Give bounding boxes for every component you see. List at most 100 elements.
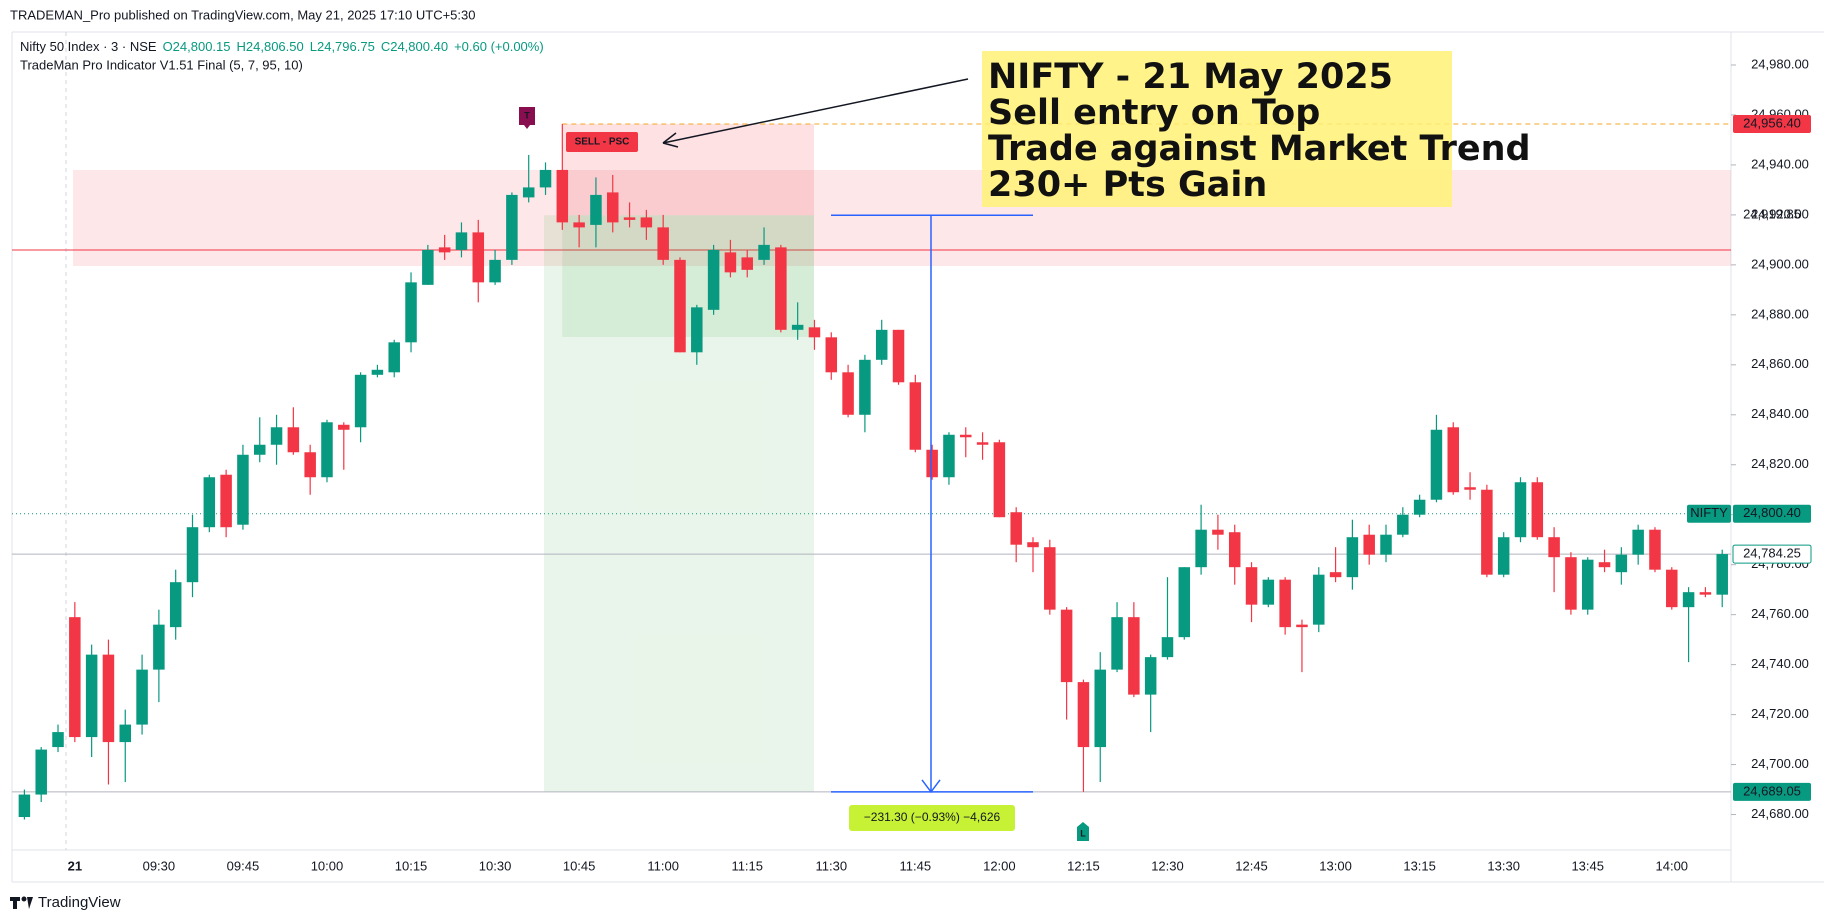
candle-body — [1262, 579, 1275, 605]
candle-body — [371, 369, 384, 375]
candle-body — [1144, 657, 1157, 695]
candle-body — [489, 259, 501, 283]
candle-body — [1464, 487, 1476, 490]
candle-body — [1010, 512, 1022, 545]
candle-body — [590, 194, 602, 225]
y-tick-label: 24,980.00 — [1751, 56, 1809, 71]
price-tag — [1733, 782, 1811, 801]
candle-body — [1296, 624, 1308, 628]
x-tick-label: 11:45 — [900, 858, 932, 873]
candle-body — [472, 232, 485, 283]
candle-body — [1699, 592, 1712, 595]
legend-close: C24,800.40 — [381, 39, 448, 54]
x-tick-label: 12:00 — [983, 858, 1016, 873]
candle-body — [287, 427, 300, 453]
candle-body — [691, 307, 703, 353]
tv-logo — [10, 896, 33, 909]
indicator-name: TradeMan Pro Indicator V1.51 Final (5, 7… — [20, 57, 303, 72]
candle-body — [1313, 574, 1325, 625]
candle-body — [52, 732, 64, 748]
x-tick-label: 13:45 — [1571, 858, 1604, 873]
x-tick-label: 13:00 — [1319, 858, 1352, 873]
candle-body — [1044, 547, 1056, 610]
y-tick-label: 24,880.00 — [1751, 306, 1809, 321]
x-tick-label: 10:15 — [395, 858, 428, 873]
candle-body — [438, 247, 451, 253]
candle-body — [422, 249, 434, 285]
candle-body — [270, 427, 283, 445]
callout-arrow — [662, 78, 969, 144]
candle-body — [825, 337, 838, 373]
candle-body — [1565, 557, 1577, 610]
candle-body — [1380, 534, 1392, 555]
candle-body — [1447, 427, 1459, 493]
candle-body — [35, 749, 47, 795]
callout-line: Sell entry on Top — [988, 93, 1320, 133]
candle-body — [1649, 529, 1661, 570]
candle-body — [1128, 617, 1140, 695]
candle-body — [943, 434, 955, 478]
candle-body — [1581, 559, 1594, 610]
callout-line: Trade against Market Trend — [988, 129, 1531, 169]
low-marker — [1077, 822, 1089, 841]
candle-body — [1111, 617, 1123, 670]
candle-body — [1632, 529, 1644, 555]
candle-body — [775, 247, 787, 330]
candle-body — [1027, 542, 1039, 548]
candle-body — [1195, 529, 1207, 568]
candle-body — [1329, 572, 1342, 578]
y-tick-label: 24,700.00 — [1751, 756, 1809, 771]
legend-change: +0.60 (+0.00%) — [454, 39, 544, 54]
candle-body — [657, 227, 669, 260]
y-tick-label: 24,680.00 — [1751, 806, 1809, 821]
candle-body — [1363, 534, 1375, 555]
candle-body — [842, 372, 854, 415]
top-marker — [519, 107, 535, 129]
legend-high: H24,806.50 — [237, 39, 304, 54]
price-tag-label: 24,800.40 — [1743, 505, 1801, 520]
candle-body — [539, 169, 552, 188]
candle-body — [1430, 429, 1443, 500]
x-tick-label: 10:30 — [479, 858, 512, 873]
candle-body — [1060, 609, 1073, 683]
candle-body — [1615, 554, 1628, 573]
target-zone-inner — [562, 215, 814, 337]
candle-body — [186, 527, 199, 583]
price-tag-label: 24,919.85 — [1743, 207, 1801, 222]
candle-body — [304, 452, 316, 478]
candle-body — [388, 342, 400, 373]
candle-body — [607, 192, 619, 223]
footer: TradingView — [38, 894, 121, 911]
candle-body — [875, 329, 888, 360]
candle-body — [1228, 532, 1241, 568]
candle-body — [1497, 537, 1510, 575]
candle-body — [859, 359, 871, 415]
x-tick-label: 11:15 — [731, 858, 763, 873]
candle-body — [1161, 637, 1174, 658]
callout-box — [982, 51, 1452, 207]
x-tick-label: 10:45 — [563, 858, 596, 873]
candle-body — [253, 444, 266, 455]
header: TRADEMAN_Pro published on TradingView.co… — [10, 7, 475, 22]
candle-body — [169, 582, 182, 628]
candle-body — [892, 329, 905, 383]
y-tick-label: 24,740.00 — [1751, 656, 1809, 671]
symbol-tag-label: NIFTY — [1690, 505, 1728, 520]
candle-body — [354, 374, 367, 428]
sell-marker-label: SELL - PSC — [575, 137, 630, 148]
candle-body — [993, 442, 1006, 518]
candle-body — [808, 327, 821, 338]
price-tag-label: 24,956.40 — [1743, 115, 1801, 130]
candle-body — [623, 217, 636, 220]
legend-symbol: Nifty 50 Index · 3 · NSE — [20, 39, 157, 54]
x-tick-label: 12:30 — [1151, 858, 1184, 873]
candle-body — [1716, 554, 1728, 595]
x-tick-label: 11:30 — [815, 858, 847, 873]
x-tick-label: 21 — [68, 858, 82, 873]
callout-line: NIFTY - 21 May 2025 — [988, 57, 1393, 97]
candle-body — [220, 474, 232, 528]
candles — [18, 123, 1728, 820]
candle-body — [1178, 567, 1191, 638]
